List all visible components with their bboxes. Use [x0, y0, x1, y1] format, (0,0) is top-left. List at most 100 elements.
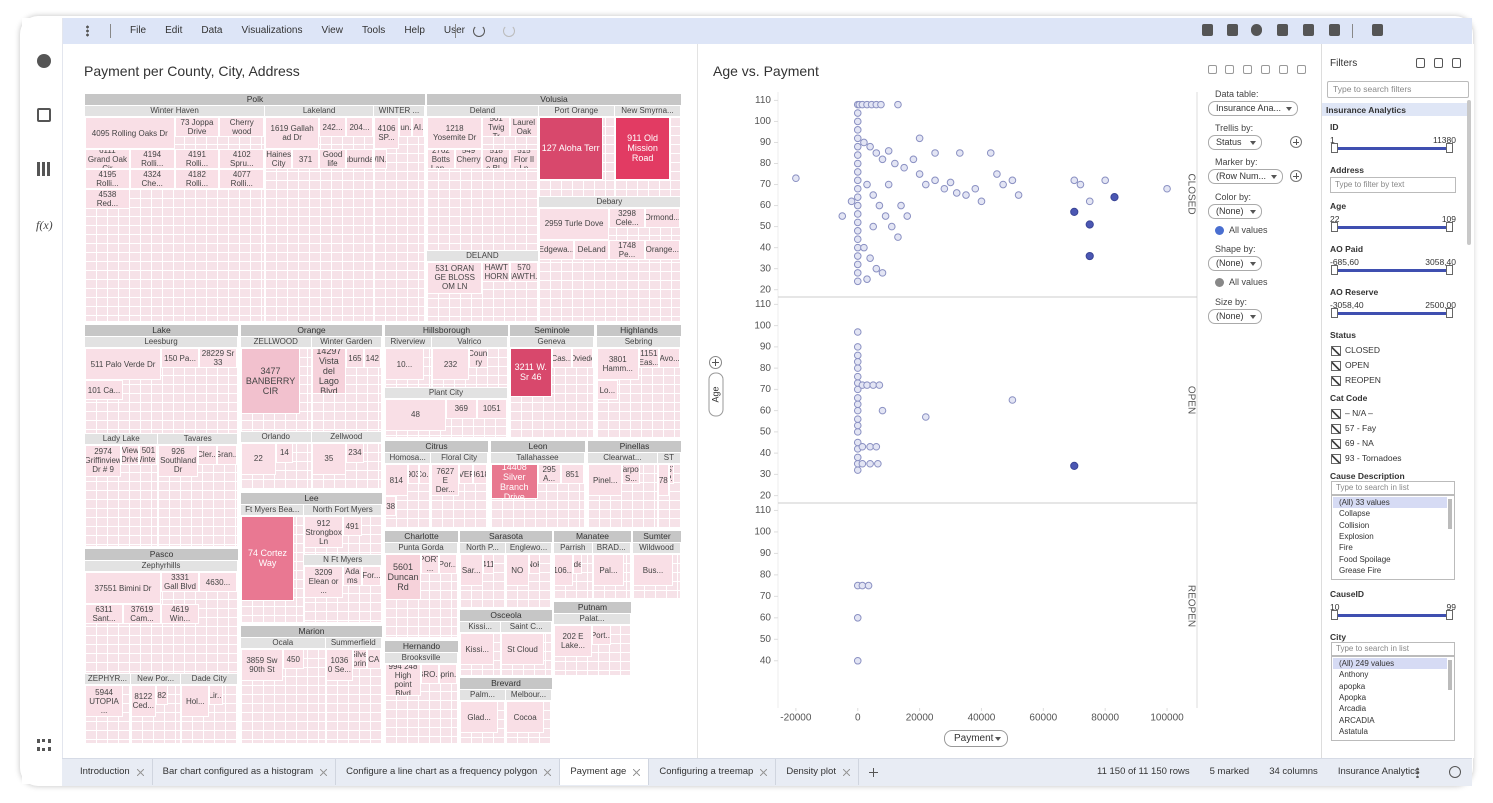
checkbox[interactable]: [1331, 439, 1341, 449]
treemap-cell[interactable]: 3801 Hamm...: [597, 348, 639, 380]
sidebar-icon[interactable]: [37, 108, 51, 122]
checkbox[interactable]: [1331, 376, 1341, 386]
city-header[interactable]: Orlando: [241, 431, 311, 442]
sidebar-icon[interactable]: [37, 54, 51, 68]
city-header[interactable]: Riverview: [385, 337, 431, 347]
treemap-cell[interactable]: 1218 Yosemite Dr: [427, 117, 483, 149]
toolbar-icon[interactable]: [1329, 24, 1340, 36]
checkbox-label[interactable]: 69 - NA: [1345, 438, 1374, 448]
treemap-cell[interactable]: NO: [506, 554, 529, 586]
checkbox-label[interactable]: 93 - Tornadoes: [1345, 453, 1402, 463]
treemap-cell[interactable]: 411: [482, 554, 494, 574]
toolbar-icon[interactable]: [1372, 24, 1383, 36]
treemap-cell[interactable]: 106...: [554, 554, 573, 586]
treemap-cell[interactable]: 226 Count ry Lago: [469, 348, 489, 368]
county-header[interactable]: Hernando: [385, 641, 458, 652]
tab[interactable]: Bar chart configured as a histogram: [153, 759, 337, 785]
list-item[interactable]: Apopka: [1339, 692, 1367, 702]
list-item[interactable]: Grease Fire: [1339, 565, 1382, 575]
treemap-cell[interactable]: 4095 Rolling Oaks Dr: [85, 117, 175, 149]
treemap-cell[interactable]: 1619 Gallah ad Dr: [265, 117, 320, 149]
treemap-cell[interactable]: 14408 Silver Branch Drive: [491, 464, 538, 500]
city-header[interactable]: Winter Haven: [85, 106, 265, 116]
city-header[interactable]: Leesburg: [85, 337, 237, 347]
treemap-cell[interactable]: 2762 Botts Lan...: [427, 149, 455, 169]
treemap-cell[interactable]: Sar...: [460, 554, 483, 586]
treemap-cell[interactable]: 4182 Rolli...: [174, 169, 220, 189]
county-header[interactable]: Osceola: [460, 610, 552, 621]
treemap-cell[interactable]: 8122 Ced...: [130, 685, 156, 718]
city-header[interactable]: Winter Garden: [311, 337, 381, 347]
treemap-cell[interactable]: 1051: [476, 398, 507, 419]
county-header[interactable]: Manatee: [554, 531, 631, 542]
county-header[interactable]: Pasco: [85, 549, 238, 560]
panel-icon[interactable]: [1297, 65, 1306, 74]
range-handle[interactable]: [1331, 143, 1338, 153]
city-header[interactable]: Lakeland: [265, 106, 373, 116]
list-item[interactable]: (All) 33 values: [1333, 497, 1447, 508]
checkbox[interactable]: [1331, 424, 1341, 434]
treemap-cell[interactable]: 7627 E Der...: [431, 464, 460, 496]
treemap-cell[interactable]: 28229 Sr 33: [199, 348, 237, 368]
tab[interactable]: Configuring a treemap: [649, 759, 777, 785]
filter-title[interactable]: AO Reserve: [1330, 287, 1379, 297]
county-header[interactable]: Sarasota: [460, 531, 552, 542]
treemap-cell[interactable]: 501 Twig Tr: [482, 117, 511, 137]
treemap-cell[interactable]: 127 Aloha Terr: [538, 117, 603, 180]
filter-title[interactable]: Age: [1330, 201, 1347, 211]
treemap-cell[interactable]: Lo...: [597, 380, 618, 400]
filter-title[interactable]: Address: [1330, 165, 1365, 175]
treemap-cell[interactable]: 4194 Rolli...: [129, 149, 175, 169]
checkbox-label[interactable]: OPEN: [1345, 360, 1370, 370]
range-handle[interactable]: [1446, 308, 1453, 318]
treemap-cell[interactable]: Braden...: [572, 554, 583, 574]
dropdown[interactable]: (Row Num...: [1208, 169, 1283, 184]
treemap-cell[interactable]: 10...: [385, 348, 424, 380]
treemap-cell[interactable]: 4102 Spru...: [219, 149, 265, 169]
treemap-cell[interactable]: 549 Cherry ...: [454, 149, 483, 169]
range-handle[interactable]: [1446, 265, 1453, 275]
city-header[interactable]: Port Orange: [538, 106, 614, 116]
tab[interactable]: Density plot: [776, 759, 859, 785]
close-icon[interactable]: [760, 769, 768, 776]
treemap-cell[interactable]: 371: [292, 149, 320, 169]
treemap-cell[interactable]: 1036 0 Se...: [325, 649, 354, 681]
treemap-cell[interactable]: 232: [431, 348, 470, 380]
treemap-cell[interactable]: 35: [311, 442, 347, 475]
treemap-cell[interactable]: 912 Strongbox Ln: [304, 516, 343, 548]
city-header[interactable]: N Ft Myers: [304, 554, 381, 565]
treemap-cell[interactable]: Glad...: [460, 701, 499, 733]
treemap-cell[interactable]: 4195 Rolli...: [85, 169, 130, 189]
text-filter[interactable]: Type to filter by text: [1330, 177, 1456, 193]
treemap-cell[interactable]: 234: [346, 442, 364, 463]
treemap-cell[interactable]: 3477 BANBERRY CIR: [241, 348, 301, 415]
city-header[interactable]: Palm...: [460, 690, 505, 700]
treemap-cell[interactable]: 6311 Sant...: [85, 604, 123, 624]
checkbox-label[interactable]: REOPEN: [1345, 375, 1381, 385]
treemap-cell[interactable]: 204...: [346, 117, 373, 137]
list-search[interactable]: Type to search in list: [1331, 642, 1455, 657]
treemap-cell[interactable]: Hol...: [181, 685, 210, 718]
treemap-cell[interactable]: 4191 Rolli...: [174, 149, 220, 169]
city-header[interactable]: Englewo...: [506, 543, 551, 553]
menu-item[interactable]: User: [444, 25, 465, 36]
close-icon[interactable]: [633, 769, 641, 776]
treemap-cell[interactable]: For...: [361, 565, 381, 586]
treemap-cell[interactable]: Sprin...: [439, 664, 457, 684]
dropdown[interactable]: (None): [1208, 256, 1262, 271]
toolbar-icon[interactable]: [1303, 24, 1314, 36]
city-header[interactable]: Dade City: [181, 674, 237, 685]
menu-item[interactable]: Tools: [361, 25, 386, 36]
treemap-cell[interactable]: Haines City: [265, 149, 293, 169]
menu-item[interactable]: File: [130, 25, 147, 36]
treemap-cell[interactable]: Silver Sprin...: [353, 649, 368, 669]
menu-item[interactable]: Help: [404, 25, 425, 36]
city-header[interactable]: Sebring: [597, 337, 680, 347]
city-header[interactable]: Wildwood: [633, 543, 680, 553]
treemap-cell[interactable]: 2974 Griffinview Dr # 9: [85, 444, 122, 477]
city-header[interactable]: Zellwood: [311, 431, 381, 442]
panel-icon[interactable]: [1243, 65, 1252, 74]
filters-search[interactable]: Type to search filters: [1327, 81, 1469, 98]
treemap-cell[interactable]: 4077 Rolli...: [219, 169, 265, 189]
city-header[interactable]: Melbour...: [506, 690, 551, 700]
